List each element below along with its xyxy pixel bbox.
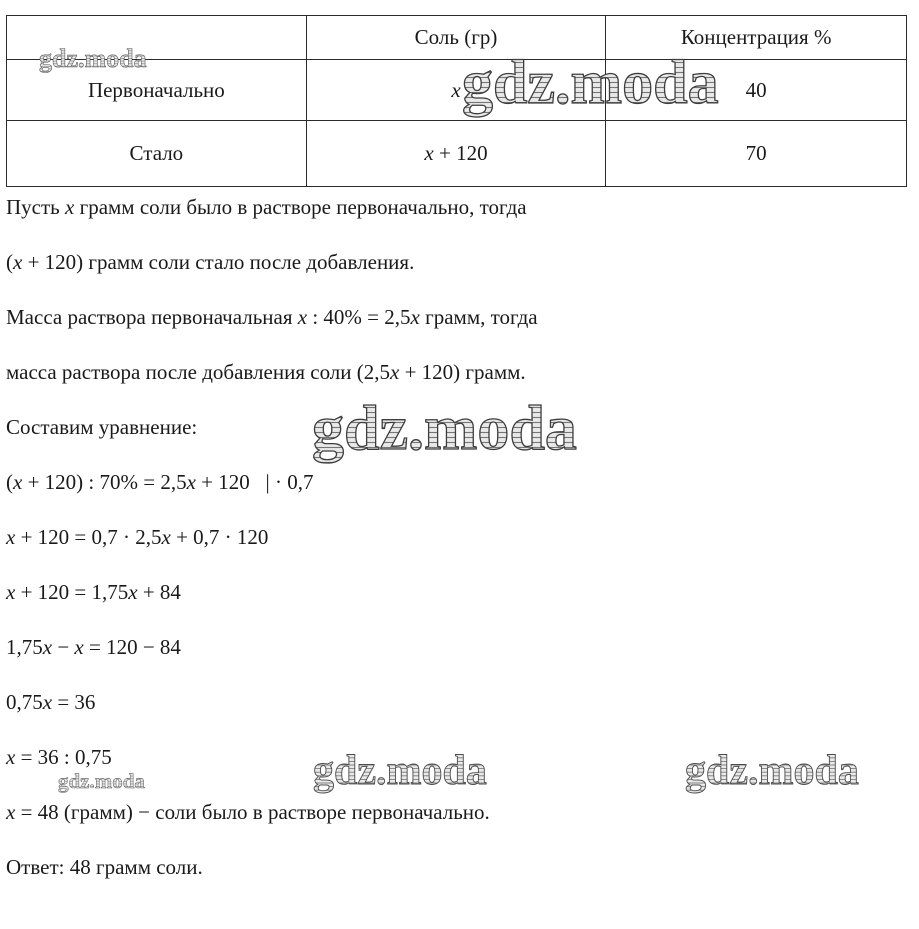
svg-text:gdz.moda: gdz.moda: [58, 769, 145, 793]
svg-text:gdz.moda: gdz.moda: [313, 748, 487, 794]
svg-text:gdz.moda: gdz.moda: [685, 748, 859, 794]
svg-text:gdz.moda: gdz.moda: [462, 49, 719, 117]
svg-text:gdz.moda: gdz.moda: [312, 392, 577, 463]
svg-text:gdz.moda: gdz.moda: [39, 44, 147, 73]
